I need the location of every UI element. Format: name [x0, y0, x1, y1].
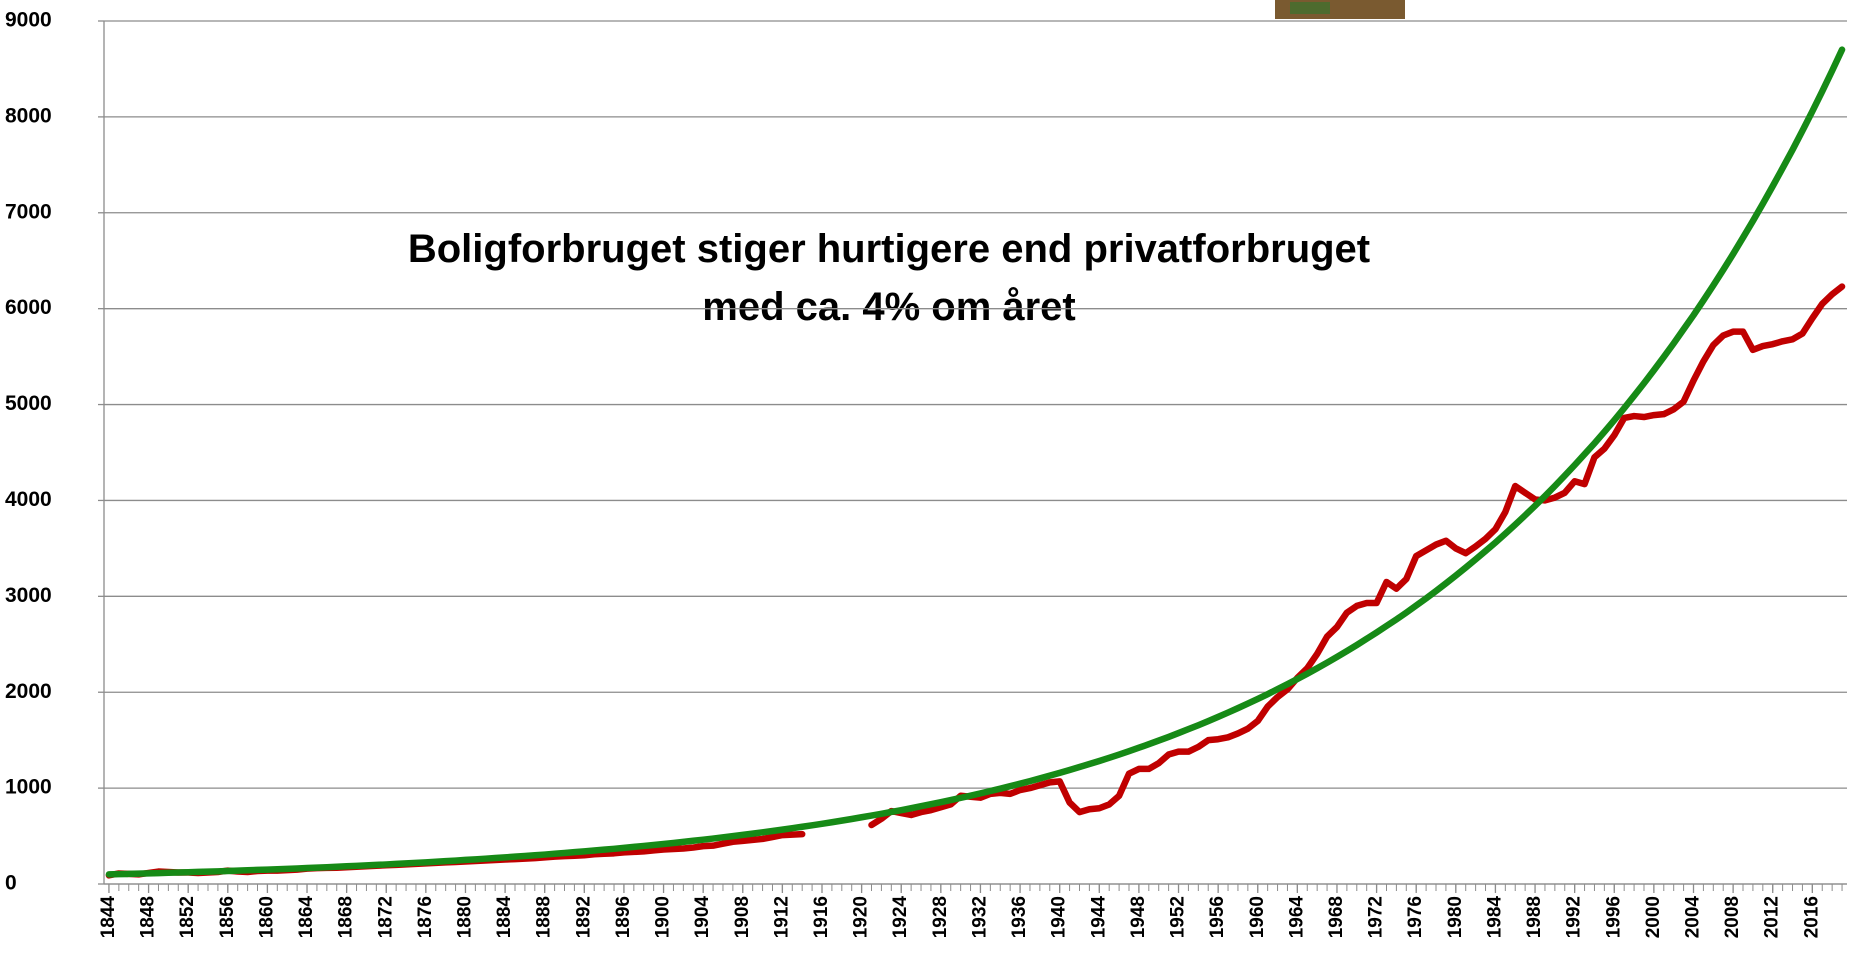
x-tick-label: 2016: [1801, 896, 1822, 938]
x-tick-label: 1920: [851, 896, 872, 938]
x-tick-label: 1940: [1049, 896, 1070, 938]
x-tick-label: 1860: [256, 896, 277, 938]
photo-detail: [1290, 2, 1330, 14]
x-tick-label: 1972: [1366, 896, 1387, 938]
x-tick-label: 1944: [1088, 896, 1109, 939]
y-tick-label: 6000: [5, 296, 52, 319]
x-tick-label: 1900: [653, 896, 674, 938]
x-tick-label: 1928: [930, 896, 951, 938]
x-tick-label: 1888: [534, 896, 555, 938]
x-tick-label: 1876: [415, 896, 436, 938]
x-tick-label: 1964: [1286, 896, 1307, 939]
y-tick-label: 5000: [5, 392, 52, 415]
x-tick-label: 2012: [1762, 896, 1783, 938]
x-tick-label: 2004: [1683, 896, 1704, 939]
x-tick-label: 1932: [969, 896, 990, 938]
x-tick-label: 1880: [454, 896, 475, 938]
x-tick-label: 1992: [1564, 896, 1585, 938]
x-tick-label: 1916: [811, 896, 832, 938]
x-tick-label: 1868: [336, 896, 357, 938]
x-tick-label: 1872: [375, 896, 396, 938]
x-tick-label: 1848: [138, 896, 159, 938]
x-tick-label: 1912: [771, 896, 792, 938]
annotation: med ca. 4% om året: [702, 285, 1076, 329]
x-tick-label: 1864: [296, 896, 317, 939]
x-tick-label: 1892: [573, 896, 594, 938]
series-line: [109, 287, 1842, 876]
x-tick-label: 1852: [177, 896, 198, 938]
x-tick-label: 2008: [1722, 896, 1743, 938]
x-tick-label: 1952: [1168, 896, 1189, 938]
y-tick-label: 8000: [5, 104, 52, 127]
chart: Boligforbruget stiger hurtigere end priv…: [0, 0, 1849, 973]
y-tick-label: 1000: [5, 776, 52, 799]
y-tick-label: 0: [5, 872, 17, 895]
y-tick-label: 2000: [5, 680, 52, 703]
x-tick-label: 2000: [1643, 896, 1664, 938]
x-tick-label: 1884: [494, 896, 515, 939]
series-line: [109, 50, 1842, 875]
x-tick-label: 1908: [732, 896, 753, 938]
x-tick-label: 1936: [1009, 896, 1030, 938]
x-tick-label: 1960: [1247, 896, 1268, 938]
x-tick-label: 1896: [613, 896, 634, 938]
x-tick-label: 1996: [1603, 896, 1624, 938]
x-tick-label: 1980: [1445, 896, 1466, 938]
x-tick-label: 1924: [890, 896, 911, 939]
y-tick-label: 7000: [5, 200, 52, 223]
x-tick-label: 1976: [1405, 896, 1426, 938]
x-tick-label: 1904: [692, 896, 713, 939]
x-tick-label: 1844: [98, 896, 119, 939]
x-tick-label: 1988: [1524, 896, 1545, 938]
x-tick-label: 1956: [1207, 896, 1228, 938]
y-tick-label: 9000: [5, 9, 52, 32]
annotation: Boligforbruget stiger hurtigere end priv…: [408, 227, 1370, 271]
x-tick-label: 1968: [1326, 896, 1347, 938]
x-tick-label: 1856: [217, 896, 238, 938]
y-tick-label: 4000: [5, 488, 52, 511]
x-tick-label: 1948: [1128, 896, 1149, 938]
x-tick-label: 1984: [1484, 896, 1505, 939]
y-tick-label: 3000: [5, 584, 52, 607]
page: Boligforbruget stiger hurtigere end priv…: [0, 0, 1849, 973]
